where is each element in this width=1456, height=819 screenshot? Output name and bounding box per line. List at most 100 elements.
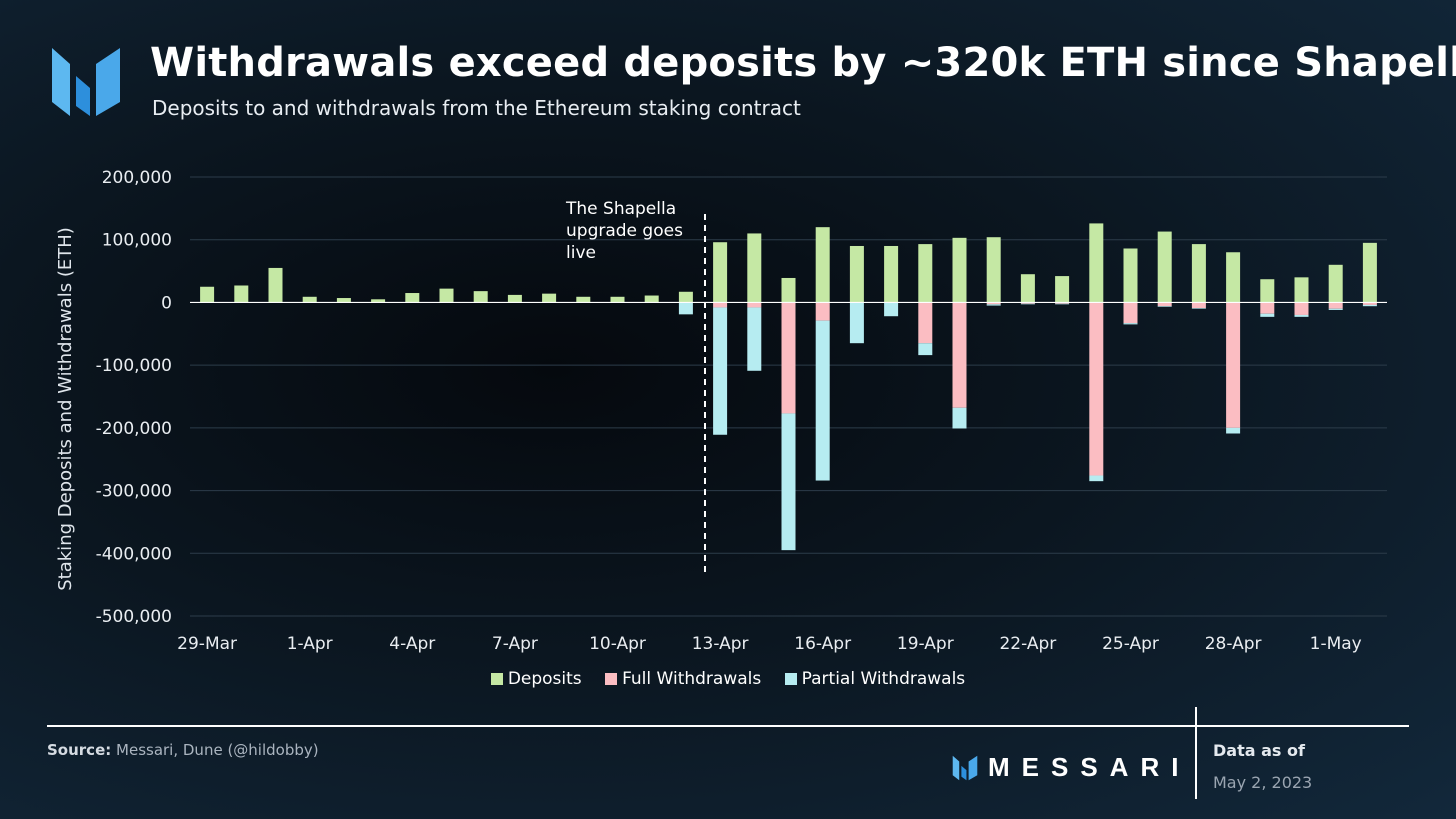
x-tick-label: 10-Apr	[589, 634, 646, 654]
bar-deposits	[986, 237, 1001, 303]
bar-full-withdrawals	[986, 302, 1001, 305]
x-tick-label: 28-Apr	[1205, 634, 1262, 654]
bar-partial-withdrawals	[918, 343, 933, 356]
bar-full-withdrawals	[1328, 302, 1343, 309]
bar-full-withdrawals	[1123, 302, 1138, 324]
bar-deposits	[268, 267, 283, 303]
y-tick-label: 100,000	[102, 231, 172, 251]
bar-full-withdrawals	[747, 302, 762, 308]
bar-deposits	[781, 277, 796, 303]
bar-deposits	[849, 245, 864, 303]
legend-swatch-deposits	[490, 673, 503, 685]
legend-swatch-partial-withdrawals	[784, 673, 797, 685]
bar-deposits	[815, 227, 830, 303]
x-tick-label: 29-Mar	[177, 634, 237, 654]
bar-deposits	[610, 296, 625, 303]
y-tick-label: -500,000	[96, 607, 172, 627]
messari-logo-icon	[52, 48, 120, 116]
bar-partial-withdrawals	[1260, 313, 1275, 317]
x-tick-label: 4-Apr	[389, 634, 435, 654]
bar-deposits	[507, 294, 522, 303]
legend-label-deposits: Deposits	[507, 669, 582, 689]
bar-deposits	[473, 291, 488, 303]
bar-partial-withdrawals	[747, 307, 762, 371]
source-text: Messari, Dune (@hildobby)	[111, 741, 319, 759]
brand-wordmark: MESSARI	[988, 752, 1191, 782]
legend-item-deposits: Deposits	[490, 669, 582, 689]
bar-deposits	[678, 291, 693, 303]
x-tick-label: 16-Apr	[794, 634, 851, 654]
bar-deposits	[1328, 264, 1343, 303]
bar-deposits	[884, 245, 899, 303]
bar-partial-withdrawals	[1226, 427, 1241, 434]
legend-label-partial-withdrawals: Partial Withdrawals	[801, 669, 966, 689]
bar-full-withdrawals	[713, 302, 728, 308]
legend-swatch-full-withdrawals	[605, 673, 618, 685]
bar-partial-withdrawals	[678, 302, 693, 315]
bar-full-withdrawals	[1089, 302, 1104, 476]
y-tick-label: 0	[161, 293, 172, 313]
bar-full-withdrawals	[1362, 302, 1377, 305]
x-tick-label: 1-May	[1310, 634, 1362, 654]
bar-deposits	[1191, 244, 1206, 303]
bar-deposits	[1055, 276, 1070, 303]
x-tick-label: 19-Apr	[897, 634, 954, 654]
chart-legend: Deposits Full Withdrawals Partial Withdr…	[0, 669, 1456, 690]
bar-deposits	[713, 242, 728, 303]
bar-partial-withdrawals	[781, 413, 796, 551]
shapella-annotation-text: The Shapella	[565, 199, 676, 219]
bar-deposits	[200, 286, 215, 303]
bar-partial-withdrawals	[986, 304, 1001, 306]
y-axis-label: Staking Deposits and Withdrawals (ETH)	[55, 227, 76, 591]
y-tick-label: 200,000	[102, 168, 172, 188]
y-tick-label: -300,000	[96, 482, 172, 502]
y-tick-label: -100,000	[96, 356, 172, 376]
source-label: Source:	[47, 741, 112, 759]
bar-full-withdrawals	[1226, 302, 1241, 428]
bar-deposits	[1362, 242, 1377, 303]
bar-full-withdrawals	[1260, 302, 1275, 314]
x-tick-label: 25-Apr	[1102, 634, 1159, 654]
bar-deposits	[336, 298, 351, 303]
bar-partial-withdrawals	[713, 307, 728, 435]
data-as-of-date: May 2, 2023	[1213, 773, 1313, 792]
x-tick-label: 13-Apr	[692, 634, 749, 654]
bar-partial-withdrawals	[952, 407, 967, 429]
bar-full-withdrawals	[781, 302, 796, 414]
bar-deposits	[576, 296, 591, 303]
messari-small-logo-icon	[952, 755, 978, 780]
bar-deposits	[1157, 231, 1172, 303]
bar-partial-withdrawals	[884, 302, 899, 317]
bar-full-withdrawals	[1191, 302, 1206, 309]
bar-deposits	[405, 293, 420, 303]
bar-partial-withdrawals	[1020, 303, 1035, 305]
bar-deposits	[542, 293, 557, 303]
page-title: Withdrawals exceed deposits by ~320k ETH…	[150, 40, 1456, 86]
bar-partial-withdrawals	[1123, 323, 1138, 325]
x-tick-label: 1-Apr	[287, 634, 333, 654]
source-note: Source: Messari, Dune (@hildobby)	[47, 741, 319, 759]
bar-deposits	[1089, 223, 1104, 303]
bar-deposits	[1294, 277, 1309, 303]
bar-deposits	[918, 244, 933, 303]
bar-partial-withdrawals	[1294, 314, 1309, 317]
bar-full-withdrawals	[1294, 302, 1309, 315]
bar-full-withdrawals	[952, 302, 967, 408]
bar-full-withdrawals	[1055, 302, 1070, 304]
brand-mark: MESSARI	[952, 752, 1190, 783]
data-as-of-label: Data as of	[1213, 741, 1305, 760]
footer-divider	[47, 725, 1409, 727]
shapella-annotation-text: live	[566, 243, 596, 263]
legend-label-full-withdrawals: Full Withdrawals	[622, 669, 762, 689]
legend-item-full-withdrawals: Full Withdrawals	[605, 669, 761, 689]
footer-vertical-divider	[1195, 707, 1197, 799]
bar-deposits	[1123, 248, 1138, 303]
bar-partial-withdrawals	[1157, 306, 1172, 307]
bar-partial-withdrawals	[1089, 475, 1104, 482]
bar-deposits	[1226, 252, 1241, 303]
bar-full-withdrawals	[1020, 302, 1035, 304]
bar-full-withdrawals	[918, 302, 933, 344]
shapella-annotation-text: upgrade goes	[566, 221, 683, 241]
bar-partial-withdrawals	[1362, 304, 1377, 307]
